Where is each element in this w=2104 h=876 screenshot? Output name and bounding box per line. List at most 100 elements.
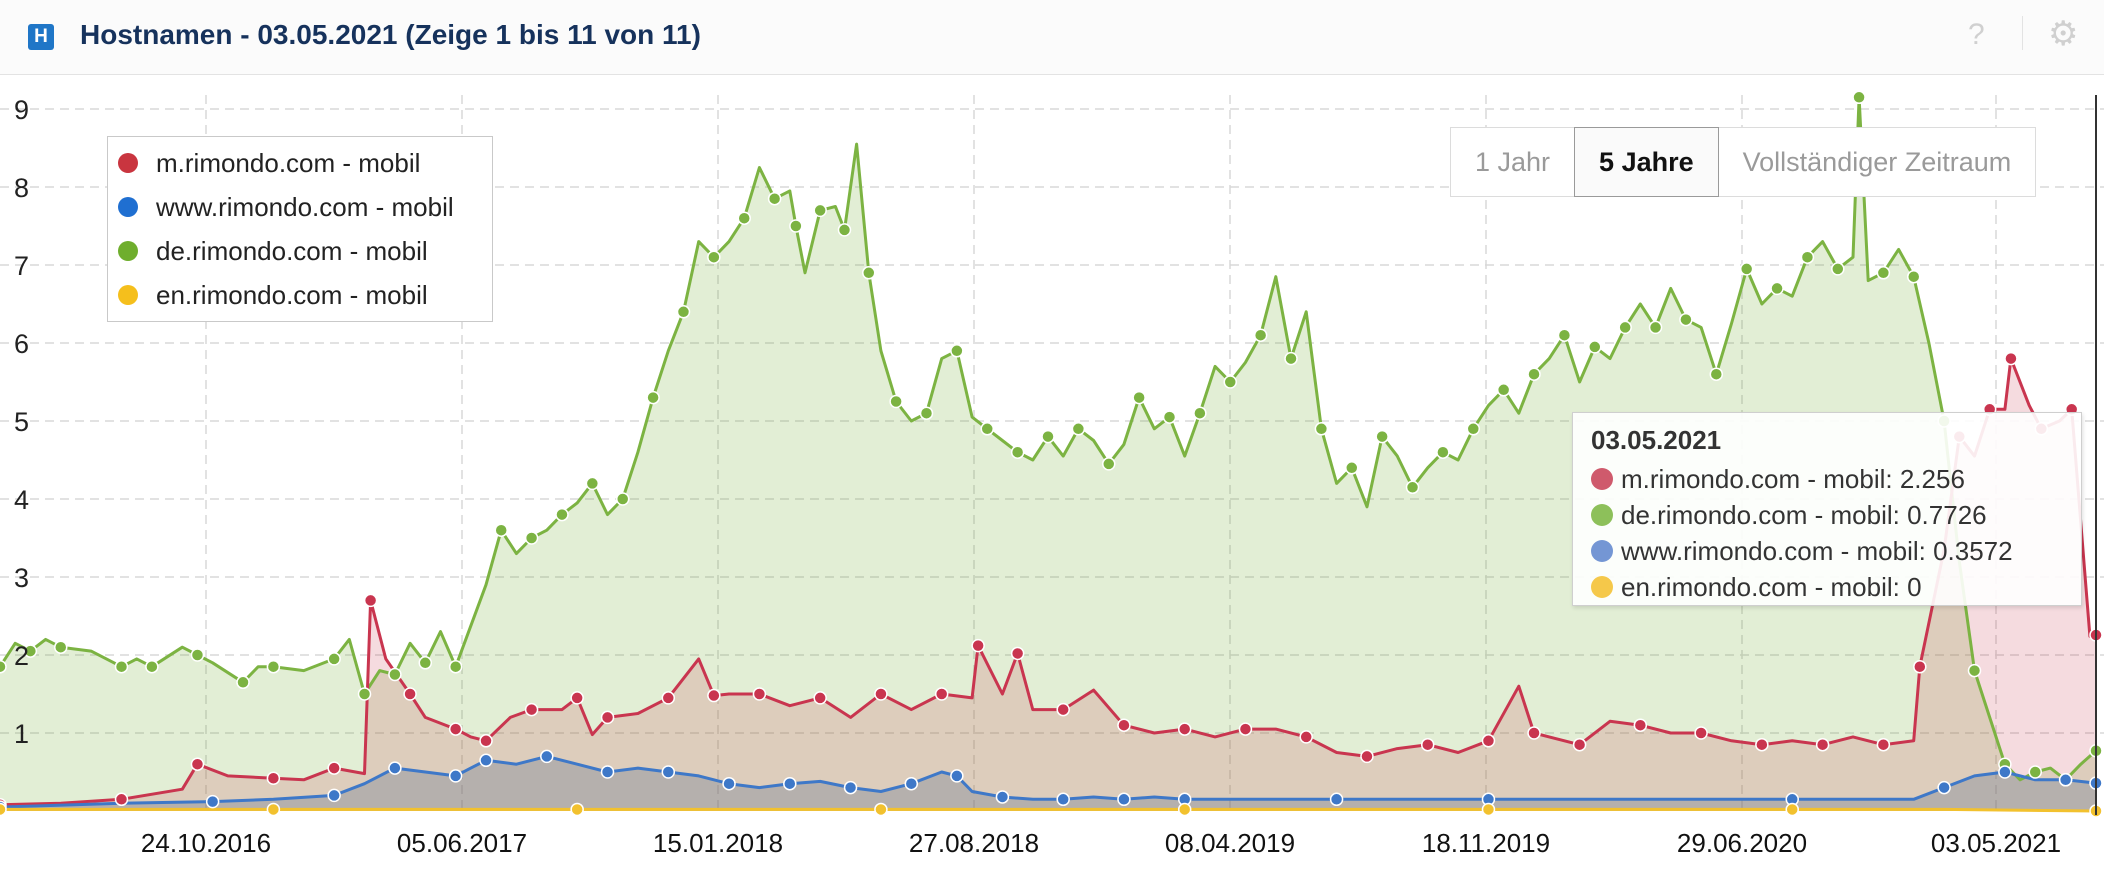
help-icon[interactable]: ? <box>1968 18 1985 51</box>
data-point-marker <box>862 266 876 280</box>
y-tick-label: 1 <box>14 719 29 749</box>
data-point-marker <box>0 659 7 674</box>
data-point-marker <box>585 476 600 491</box>
data-point-marker <box>1800 250 1815 264</box>
data-point-marker <box>837 223 852 237</box>
data-point-marker <box>1253 328 1268 342</box>
data-point-marker <box>600 765 615 779</box>
legend-dot-icon <box>118 285 138 306</box>
series-markers <box>0 90 2103 818</box>
data-point-marker <box>2028 765 2042 779</box>
data-point-marker <box>1937 780 1951 795</box>
legend-dot-icon <box>118 197 138 218</box>
series-line <box>0 807 2097 813</box>
series-area <box>0 97 2096 812</box>
data-point-marker <box>919 406 934 420</box>
data-point-marker <box>1852 90 1866 105</box>
data-point-marker <box>661 691 676 705</box>
data-point-marker <box>190 757 205 771</box>
y-axis-tick-labels: 1 2 3 4 5 6 7 8 9 <box>14 95 29 749</box>
range-selector: 1 Jahr 5 Jahre Vollständiger Zeitraum <box>1450 127 2037 197</box>
data-point-marker <box>1709 367 1724 381</box>
legend-item-de[interactable]: de.rimondo.com - mobil <box>118 231 428 271</box>
x-tick-label: 15.01.2018 <box>653 828 783 858</box>
legend-item-www[interactable]: www.rimondo.com - mobil <box>118 187 454 227</box>
data-point-marker <box>2058 773 2073 787</box>
y-tick-label: 3 <box>14 563 29 593</box>
data-point-marker <box>327 761 341 775</box>
header-divider <box>2022 16 2023 50</box>
data-point-marker <box>54 640 68 654</box>
data-point-marker <box>600 710 615 725</box>
tooltip-row: m.rimondo.com - mobil: 2.256 <box>1591 461 1965 497</box>
data-point-marker <box>266 659 281 674</box>
data-point-marker <box>1010 646 1025 661</box>
y-tick-label: 4 <box>14 485 29 515</box>
data-point-marker <box>114 659 129 674</box>
legend-dot-icon <box>118 153 138 174</box>
data-point-marker <box>874 687 888 701</box>
data-point-marker <box>388 761 402 775</box>
data-point-marker <box>1648 320 1663 335</box>
x-tick-label: 29.06.2020 <box>1677 828 1807 858</box>
data-point-marker <box>1618 320 1632 335</box>
data-point-marker <box>971 638 985 653</box>
tooltip-dot-icon <box>1591 468 1613 491</box>
y-tick-label: 9 <box>14 95 29 125</box>
legend-item-en[interactable]: en.rimondo.com - mobil <box>118 275 428 315</box>
series-line <box>0 357 2097 807</box>
data-point-marker <box>767 191 782 206</box>
data-point-marker <box>676 305 691 319</box>
range-button-full-period[interactable]: Vollständiger Zeitraum <box>1742 147 2012 177</box>
data-point-marker <box>1679 312 1693 327</box>
data-point-marker <box>327 652 341 666</box>
data-point-marker <box>1967 663 1982 678</box>
data-point-marker <box>1329 792 1344 807</box>
data-point-marker <box>327 788 341 803</box>
data-point-marker <box>1056 702 1070 717</box>
data-point-marker <box>1785 802 1799 817</box>
data-point-marker <box>1314 422 1329 436</box>
tooltip-dot-icon <box>1591 576 1613 599</box>
data-point-marker <box>813 691 827 705</box>
hostname-logo-icon: H <box>28 24 54 50</box>
data-point-marker <box>904 776 919 791</box>
data-point-marker <box>980 422 994 436</box>
data-point-marker <box>1420 737 1435 752</box>
data-point-marker <box>1360 749 1374 764</box>
range-button-5-years[interactable]: 5 Jahre <box>1574 127 1719 197</box>
data-point-marker <box>479 734 493 748</box>
data-point-marker <box>524 531 539 545</box>
data-point-marker <box>524 702 539 717</box>
legend-item-m[interactable]: m.rimondo.com - mobil <box>118 143 420 183</box>
data-point-marker <box>1117 792 1131 807</box>
data-point-marker <box>1527 367 1541 381</box>
data-point-marker <box>1056 792 1070 807</box>
data-point-marker <box>752 687 767 701</box>
range-button-1-year[interactable]: 1 Jahr <box>1475 147 1551 177</box>
data-point-marker <box>1755 737 1769 752</box>
data-point-marker <box>1876 737 1891 752</box>
data-point-marker <box>1345 461 1359 475</box>
data-point-marker <box>418 656 433 670</box>
data-point-marker <box>1041 429 1055 444</box>
data-point-marker <box>1117 718 1131 732</box>
data-point-marker <box>1998 765 2012 779</box>
data-point-marker <box>661 765 676 779</box>
data-point-marker <box>448 769 463 783</box>
data-point-marker <box>570 802 584 817</box>
data-point-marker <box>1481 734 1496 748</box>
data-point-marker <box>1815 737 1830 752</box>
data-point-marker <box>0 802 7 817</box>
data-point-marker <box>1633 718 1648 732</box>
tooltip-dot-icon <box>1591 504 1613 527</box>
gear-icon[interactable]: ⚙ <box>2048 15 2079 53</box>
chart-legend: m.rimondo.com - mobil www.rimondo.com - … <box>107 136 493 322</box>
data-point-marker <box>889 394 903 409</box>
chart-area: 1 2 3 4 5 6 7 8 9 24.10.2016 05.06.2017 15.01.2018… <box>0 90 2104 858</box>
data-point-marker <box>205 794 220 809</box>
chart-tooltip: 03.05.2021 m.rimondo.com - mobil: 2.256 … <box>1572 412 2082 606</box>
data-point-marker <box>2004 351 2018 366</box>
data-point-marker <box>707 688 721 703</box>
data-point-marker <box>1223 375 1238 389</box>
